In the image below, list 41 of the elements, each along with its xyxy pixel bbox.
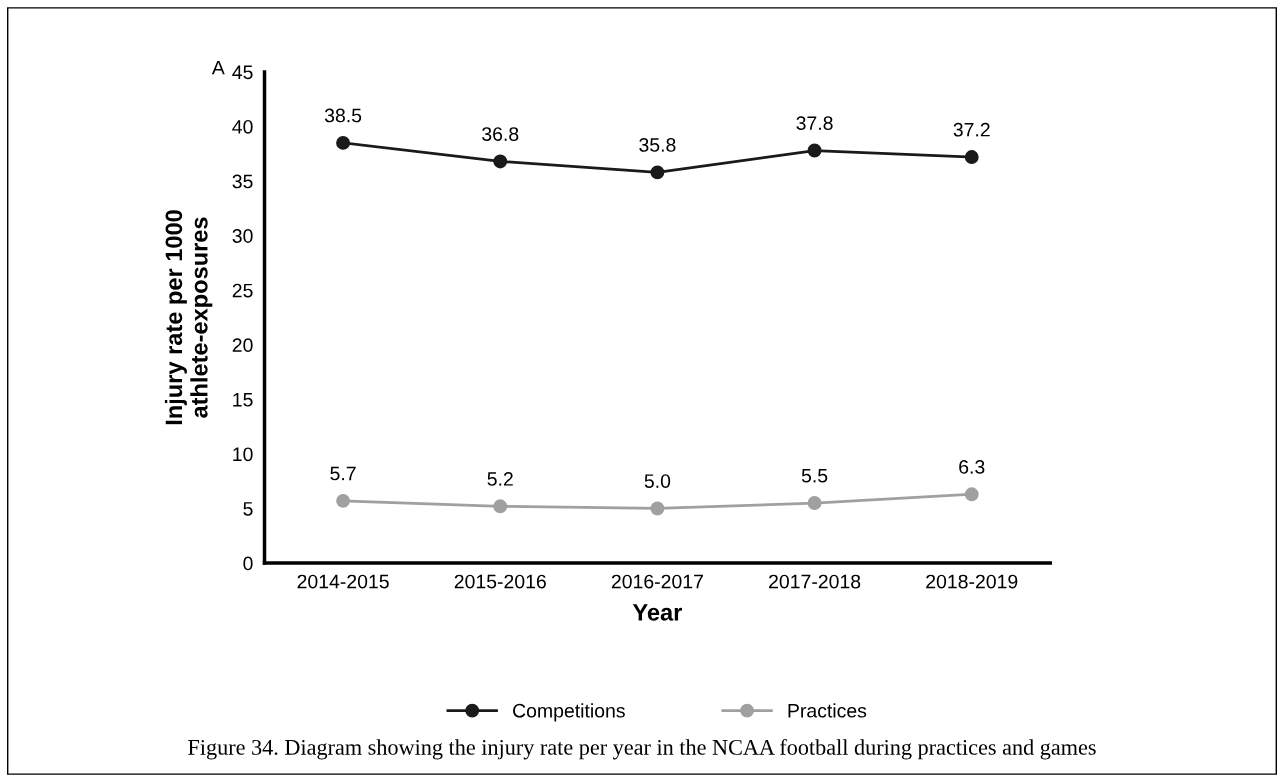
point — [807, 143, 822, 158]
x-tick-label: 2015-2016 — [454, 574, 546, 589]
data-label: 38.5 — [324, 108, 362, 123]
text: A — [211, 60, 225, 75]
data-label: 6.3 — [959, 460, 985, 474]
point — [650, 165, 665, 180]
x-tick-label: 2017-2018 — [769, 574, 861, 589]
y-axis-title: Injury rate per 1000 athlete-exposures — [164, 210, 213, 425]
x-tick-label: 2016-2017 — [611, 574, 703, 589]
y-tick-label: 35 — [232, 174, 253, 189]
point — [964, 487, 979, 502]
point — [807, 496, 822, 510]
y-tick-label: 20 — [232, 338, 253, 353]
y-tick-label: 15 — [233, 393, 253, 407]
x-tick-label: 2018-2019 — [926, 574, 1018, 589]
y-tick-label: 30 — [232, 229, 253, 243]
caption: Figure 34. Diagram showing the injury rate per year in the NCAA football during practices and games — [188, 738, 1096, 760]
data-label: 5.5 — [801, 468, 828, 483]
point — [336, 493, 351, 508]
y-tick-label: 25 — [232, 283, 253, 298]
y-tick-label: 45 — [232, 65, 253, 80]
y-tick-label: 40 — [232, 119, 253, 134]
x-tick-label: 2014-2015 — [297, 574, 389, 589]
y-tick-label: 5 — [243, 502, 253, 516]
data-label: 5.0 — [644, 474, 671, 488]
point — [650, 501, 665, 516]
data-label: 5.2 — [487, 472, 513, 486]
data-label: 5.7 — [330, 466, 356, 481]
legend-label: Practices — [788, 703, 867, 718]
y-tick-label: 10 — [233, 447, 253, 462]
legend-label: Competitions — [513, 703, 625, 722]
data-label: 37.8 — [796, 116, 833, 131]
x-axis-title: Year — [632, 604, 682, 621]
y-tick-label: 0 — [243, 556, 253, 571]
data-label: 35.8 — [639, 138, 676, 152]
data-label: 37.2 — [953, 122, 990, 137]
point — [493, 154, 508, 169]
point — [964, 150, 979, 165]
data-label: 36.8 — [482, 127, 519, 141]
point — [493, 499, 508, 514]
point — [336, 135, 351, 150]
